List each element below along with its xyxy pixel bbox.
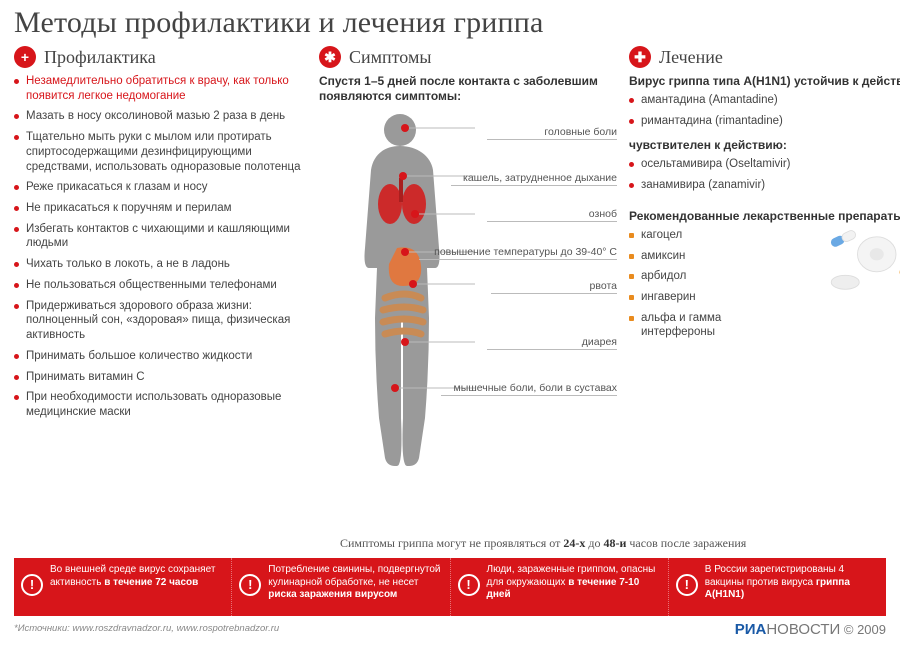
symptom-label: мышечные боли, боли в суставах <box>441 382 617 396</box>
symptom-label: озноб <box>487 208 617 222</box>
prevention-item: Чихать только в локоть, а не в ладонь <box>14 257 309 278</box>
treatment-list-2: осельтамивира (Oseltamivir)занамивира (z… <box>629 157 900 198</box>
treatment-item: кагоцел <box>629 228 749 249</box>
symptoms-note-row: Симптомы гриппа могут не проявляться от … <box>340 536 880 552</box>
treatment-block2-title: чувствителен к действию: <box>629 138 900 153</box>
asterisk-icon: ✱ <box>319 46 341 68</box>
symptom-label: рвота <box>491 280 617 294</box>
sources-label: *Источники: www.roszdravnadzor.ru, www.r… <box>14 623 279 634</box>
treatment-list-3: кагоцеламиксинарбидолингаверинальфа и га… <box>629 228 749 346</box>
exclamation-icon: ! <box>676 574 698 596</box>
symptom-label: кашель, затрудненное дыхание <box>451 172 617 186</box>
treatment-column: ✚ Лечение Вирус гриппа типа A(H1N1) усто… <box>629 46 900 468</box>
prevention-list: Незамедлительно обратиться к врачу, как … <box>14 74 309 426</box>
brand-logo: РИАНОВОСТИ © 2009 <box>735 621 886 638</box>
symptoms-column: ✱ Симптомы Спустя 1–5 дней после контакт… <box>319 46 619 468</box>
prevention-item: Реже прикасаться к глазам и носу <box>14 180 309 201</box>
prevention-item: Тщательно мыть руки с мылом или протират… <box>14 130 309 180</box>
exclamation-icon: ! <box>458 574 480 596</box>
fact-bar: !Во внешней среде вирус сохраняет активн… <box>14 558 886 616</box>
prevention-column: + Профилактика Незамедлительно обратитьс… <box>14 46 309 468</box>
treatment-list-1: амантадина (Amantadine)римантадина (rima… <box>629 93 900 134</box>
human-body-icon <box>325 108 475 468</box>
treatment-item: арбидол <box>629 269 749 290</box>
prevention-item: Не прикасаться к поручням и перилам <box>14 201 309 222</box>
treatment-item: осельтамивира (Oseltamivir) <box>629 157 900 178</box>
body-diagram: головные боли кашель, затрудненное дыхани… <box>319 108 619 468</box>
treatment-title: Лечение <box>659 47 723 68</box>
page-title: Методы профилактики и лечения гриппа <box>0 0 900 42</box>
treatment-block3-title: Рекомендованные лекарственные препараты* <box>629 209 900 224</box>
treatment-head: ✚ Лечение <box>629 46 900 68</box>
prevention-item: Принимать большое количество жидкости <box>14 349 309 370</box>
treatment-block1-title: Вирус гриппа типа A(H1N1) устойчив к дей… <box>629 74 900 89</box>
prevention-item: Придерживаться здорового образа жизни: п… <box>14 299 309 349</box>
exclamation-icon: ! <box>239 574 261 596</box>
prevention-item: Мазать в носу оксолиновой мазью 2 раза в… <box>14 109 309 130</box>
symptoms-head: ✱ Симптомы <box>319 46 619 68</box>
fact-item: !Потребление свинины, подвергнутой кулин… <box>232 558 450 616</box>
prevention-item: Избегать контактов с чихающими и кашляющ… <box>14 222 309 257</box>
fact-item: !В России зарегистрированы 4 вакцины про… <box>669 558 886 616</box>
plus-icon: + <box>14 46 36 68</box>
prevention-title: Профилактика <box>44 47 156 68</box>
treatment-item: занамивира (zanamivir) <box>629 178 900 199</box>
prevention-item: При необходимости использовать одноразов… <box>14 390 309 425</box>
treatment-item: ингаверин <box>629 290 749 311</box>
prevention-item: Незамедлительно обратиться к врачу, как … <box>14 74 309 109</box>
prevention-item: Не пользоваться общественными телефонами <box>14 278 309 299</box>
prevention-item: Принимать витамин C <box>14 370 309 391</box>
symptoms-title: Симптомы <box>349 47 431 68</box>
treatment-item: римантадина (rimantadine) <box>629 114 900 135</box>
fact-item: !Во внешней среде вирус сохраняет активн… <box>14 558 232 616</box>
treatment-item: амиксин <box>629 249 749 270</box>
treatment-item: альфа и гамма интерфероны <box>629 311 749 346</box>
exclamation-icon: ! <box>21 574 43 596</box>
symptoms-note: Симптомы гриппа могут не проявляться от … <box>340 536 880 552</box>
fact-item: !Люди, зараженные гриппом, опасны для ок… <box>451 558 669 616</box>
treatment-item: амантадина (Amantadine) <box>629 93 900 114</box>
symptom-label: диарея <box>487 336 617 350</box>
symptom-label: повышение температуры до 39-40° C <box>419 246 617 260</box>
symptoms-intro: Спустя 1–5 дней после контакта с заболев… <box>319 74 619 104</box>
prevention-head: + Профилактика <box>14 46 309 68</box>
medical-cross-icon: ✚ <box>629 46 651 68</box>
symptom-label: головные боли <box>487 126 617 140</box>
pills-icon <box>755 228 900 298</box>
columns: + Профилактика Незамедлительно обратитьс… <box>0 42 900 468</box>
